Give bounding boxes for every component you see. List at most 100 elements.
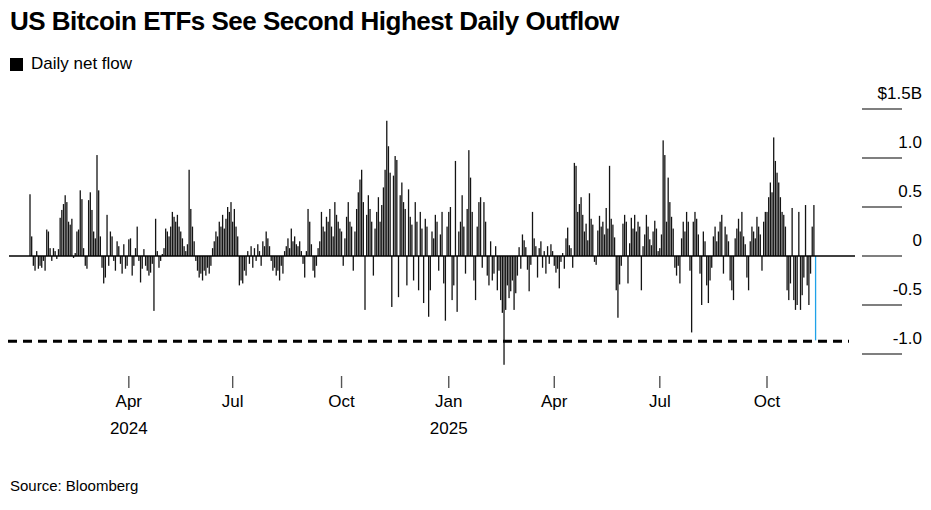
bar <box>299 241 300 256</box>
bar <box>123 244 124 256</box>
bar <box>140 256 141 282</box>
bar <box>70 225 71 256</box>
bar <box>797 256 798 305</box>
bar <box>467 209 468 256</box>
bar <box>783 215 784 256</box>
bar <box>468 150 469 256</box>
bar <box>230 202 231 256</box>
bar <box>629 243 630 256</box>
bar <box>456 256 457 312</box>
bar <box>66 202 67 256</box>
bar <box>554 256 555 266</box>
bar <box>590 219 591 256</box>
bar <box>455 161 456 256</box>
bar <box>383 187 384 256</box>
bar <box>674 256 675 268</box>
bar <box>60 218 61 256</box>
bar <box>254 248 255 256</box>
bar <box>453 256 454 285</box>
bar <box>384 170 385 256</box>
bar <box>480 197 481 256</box>
bar <box>178 227 179 256</box>
bar <box>607 229 608 256</box>
bar <box>527 256 528 270</box>
bar <box>701 256 702 305</box>
bar <box>663 140 664 256</box>
bar <box>776 173 777 256</box>
bar <box>678 256 679 266</box>
bar <box>778 183 779 257</box>
bar <box>485 222 486 256</box>
bar <box>644 234 645 256</box>
bar <box>567 228 568 256</box>
bar <box>609 166 610 256</box>
bar <box>577 212 578 256</box>
bar <box>612 225 613 256</box>
x-axis-year-label: 2024 <box>94 419 164 439</box>
bar <box>642 246 643 256</box>
bar <box>65 195 66 256</box>
bar <box>555 256 556 273</box>
bar <box>606 208 607 256</box>
bar <box>529 256 530 291</box>
bar <box>207 256 208 268</box>
bar <box>349 222 350 256</box>
bar <box>766 212 767 256</box>
bar <box>168 236 169 256</box>
bar <box>108 256 109 266</box>
bar <box>373 256 374 276</box>
bar <box>294 236 295 256</box>
bar <box>651 245 652 256</box>
bar <box>403 202 404 256</box>
bar <box>212 248 213 256</box>
bar <box>53 248 54 256</box>
bar <box>770 183 771 257</box>
bar <box>319 241 320 256</box>
bar <box>668 178 669 256</box>
bar <box>331 227 332 256</box>
bar <box>180 232 181 257</box>
bar <box>450 207 451 256</box>
y-axis-label: $1.5B <box>852 84 922 104</box>
bar <box>463 227 464 256</box>
bar <box>272 256 273 271</box>
bar <box>289 248 290 256</box>
bar <box>220 227 221 256</box>
bar <box>743 236 744 256</box>
bar <box>716 241 717 256</box>
bar <box>602 222 603 256</box>
bar <box>575 166 576 256</box>
bar <box>627 256 628 283</box>
bar <box>681 238 682 256</box>
bar <box>356 209 357 256</box>
bar <box>190 209 191 256</box>
bar <box>111 236 112 256</box>
bar <box>721 215 722 256</box>
bar <box>731 256 732 290</box>
bar <box>401 183 402 257</box>
bar <box>758 227 759 256</box>
bar <box>611 219 612 256</box>
bar <box>376 212 377 256</box>
bar <box>133 256 134 266</box>
bar <box>649 239 650 256</box>
bar <box>31 236 32 256</box>
bar <box>646 215 647 256</box>
bar <box>659 248 660 256</box>
bar <box>807 256 808 285</box>
bar <box>505 256 506 310</box>
bar <box>239 256 240 285</box>
bar <box>691 256 692 332</box>
bar <box>441 212 442 256</box>
bar <box>264 246 265 256</box>
bar <box>116 241 117 256</box>
bar <box>791 208 792 256</box>
bar <box>158 256 159 268</box>
x-axis-month-label: Jul <box>198 392 268 412</box>
bar <box>594 256 595 262</box>
bar <box>755 238 756 256</box>
bar <box>520 256 521 269</box>
bar <box>540 241 541 256</box>
bar <box>252 256 253 268</box>
bar <box>748 256 749 290</box>
